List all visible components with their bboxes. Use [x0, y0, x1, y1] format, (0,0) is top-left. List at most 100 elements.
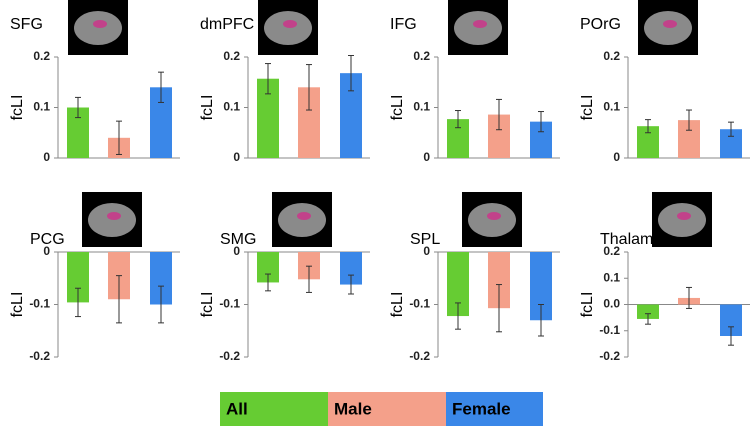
- chart-title: SMG: [220, 231, 256, 248]
- y-axis-label: fcLI: [579, 292, 596, 318]
- brain-shape: [264, 11, 312, 45]
- bar: [720, 304, 742, 336]
- bar: [150, 252, 172, 305]
- y-axis-label: fcLI: [389, 95, 406, 121]
- error-bar: [75, 287, 81, 318]
- error-bar: [348, 54, 354, 92]
- brain-region: [677, 212, 691, 220]
- brain-region: [93, 20, 107, 28]
- brain-region: [487, 212, 501, 220]
- y-tick-label: -0.1: [29, 297, 50, 311]
- bar: [678, 120, 700, 158]
- brain-shape: [74, 11, 122, 45]
- error-bar: [158, 285, 164, 324]
- error-bar: [728, 121, 734, 137]
- bar: [447, 119, 469, 158]
- y-tick-label: 0.2: [33, 49, 50, 63]
- error-bar: [538, 111, 544, 133]
- y-tick-label: -0.1: [219, 297, 240, 311]
- y-tick-label: 0.2: [603, 49, 620, 63]
- y-tick-label: 0: [233, 150, 240, 164]
- bar: [257, 252, 279, 283]
- y-axis-label: fcLI: [199, 292, 216, 318]
- chart-title: IFG: [390, 16, 417, 33]
- y-tick-label: 0: [233, 244, 240, 258]
- brain-region: [663, 20, 677, 28]
- error-bar: [496, 284, 502, 333]
- error-bar: [116, 275, 122, 324]
- error-bar: [645, 313, 651, 325]
- error-bar: [538, 304, 544, 337]
- y-axis-label: fcLI: [9, 95, 26, 121]
- y-axis-label: fcLI: [9, 292, 26, 318]
- chart-title: PCG: [30, 231, 65, 248]
- brain-shape: [644, 11, 692, 45]
- error-bar: [496, 98, 502, 131]
- error-bar: [306, 64, 312, 111]
- bar: [67, 252, 89, 303]
- error-bar: [728, 326, 734, 346]
- brain-shape: [658, 203, 706, 237]
- bar: [67, 107, 89, 158]
- y-tick-label: 0.0: [603, 297, 620, 311]
- chart-title: POrG: [580, 16, 621, 33]
- brain-shape: [468, 203, 516, 237]
- y-tick-label: 0: [423, 150, 430, 164]
- y-tick-label: 0.1: [33, 100, 50, 114]
- y-tick-label: -0.2: [599, 349, 620, 363]
- bar: [530, 121, 552, 158]
- legend-swatch: [220, 392, 328, 426]
- legend-swatch: [446, 392, 543, 426]
- y-tick-label: 0: [43, 244, 50, 258]
- bar: [257, 78, 279, 158]
- y-tick-label: 0: [613, 150, 620, 164]
- bar: [150, 87, 172, 158]
- error-bar: [645, 119, 651, 134]
- legend-swatch: [328, 392, 446, 426]
- bar: [720, 129, 742, 158]
- y-tick-label: 0.2: [603, 244, 620, 258]
- brain-region: [473, 20, 487, 28]
- y-axis-label: fcLI: [579, 95, 596, 121]
- y-tick-label: -0.2: [219, 349, 240, 363]
- brain-region: [283, 20, 297, 28]
- error-bar: [686, 286, 692, 309]
- y-tick-label: 0.1: [223, 100, 240, 114]
- bar: [340, 252, 362, 285]
- y-tick-label: -0.2: [409, 349, 430, 363]
- y-tick-label: 0: [43, 150, 50, 164]
- error-bar: [265, 273, 271, 292]
- error-bar: [348, 274, 354, 295]
- bar: [340, 73, 362, 158]
- brain-region: [107, 212, 121, 220]
- error-bar: [265, 63, 271, 95]
- chart-title: SPL: [410, 231, 440, 248]
- y-axis-label: fcLI: [199, 95, 216, 121]
- y-tick-label: -0.2: [29, 349, 50, 363]
- bar: [298, 87, 320, 158]
- y-tick-label: 0.1: [603, 100, 620, 114]
- error-bar: [75, 96, 81, 119]
- bar: [637, 304, 659, 319]
- y-tick-label: -0.1: [409, 297, 430, 311]
- error-bar: [158, 71, 164, 103]
- error-bar: [686, 109, 692, 131]
- y-tick-label: 0: [423, 244, 430, 258]
- legend-label: Male: [334, 399, 372, 418]
- error-bar: [116, 120, 122, 155]
- y-tick-label: 0.2: [413, 49, 430, 63]
- error-bar: [455, 302, 461, 330]
- y-tick-label: 0.1: [603, 270, 620, 284]
- chart-title: Thalamus: [600, 231, 670, 248]
- bar: [298, 252, 320, 280]
- y-axis-label: fcLI: [389, 292, 406, 318]
- brain-shape: [88, 203, 136, 237]
- chart-title: dmPFC: [200, 16, 254, 33]
- legend-label: Female: [452, 399, 511, 418]
- chart-title: SFG: [10, 16, 43, 33]
- brain-shape: [454, 11, 502, 45]
- error-bar: [455, 110, 461, 129]
- bar: [530, 252, 552, 321]
- y-tick-label: -0.1: [599, 323, 620, 337]
